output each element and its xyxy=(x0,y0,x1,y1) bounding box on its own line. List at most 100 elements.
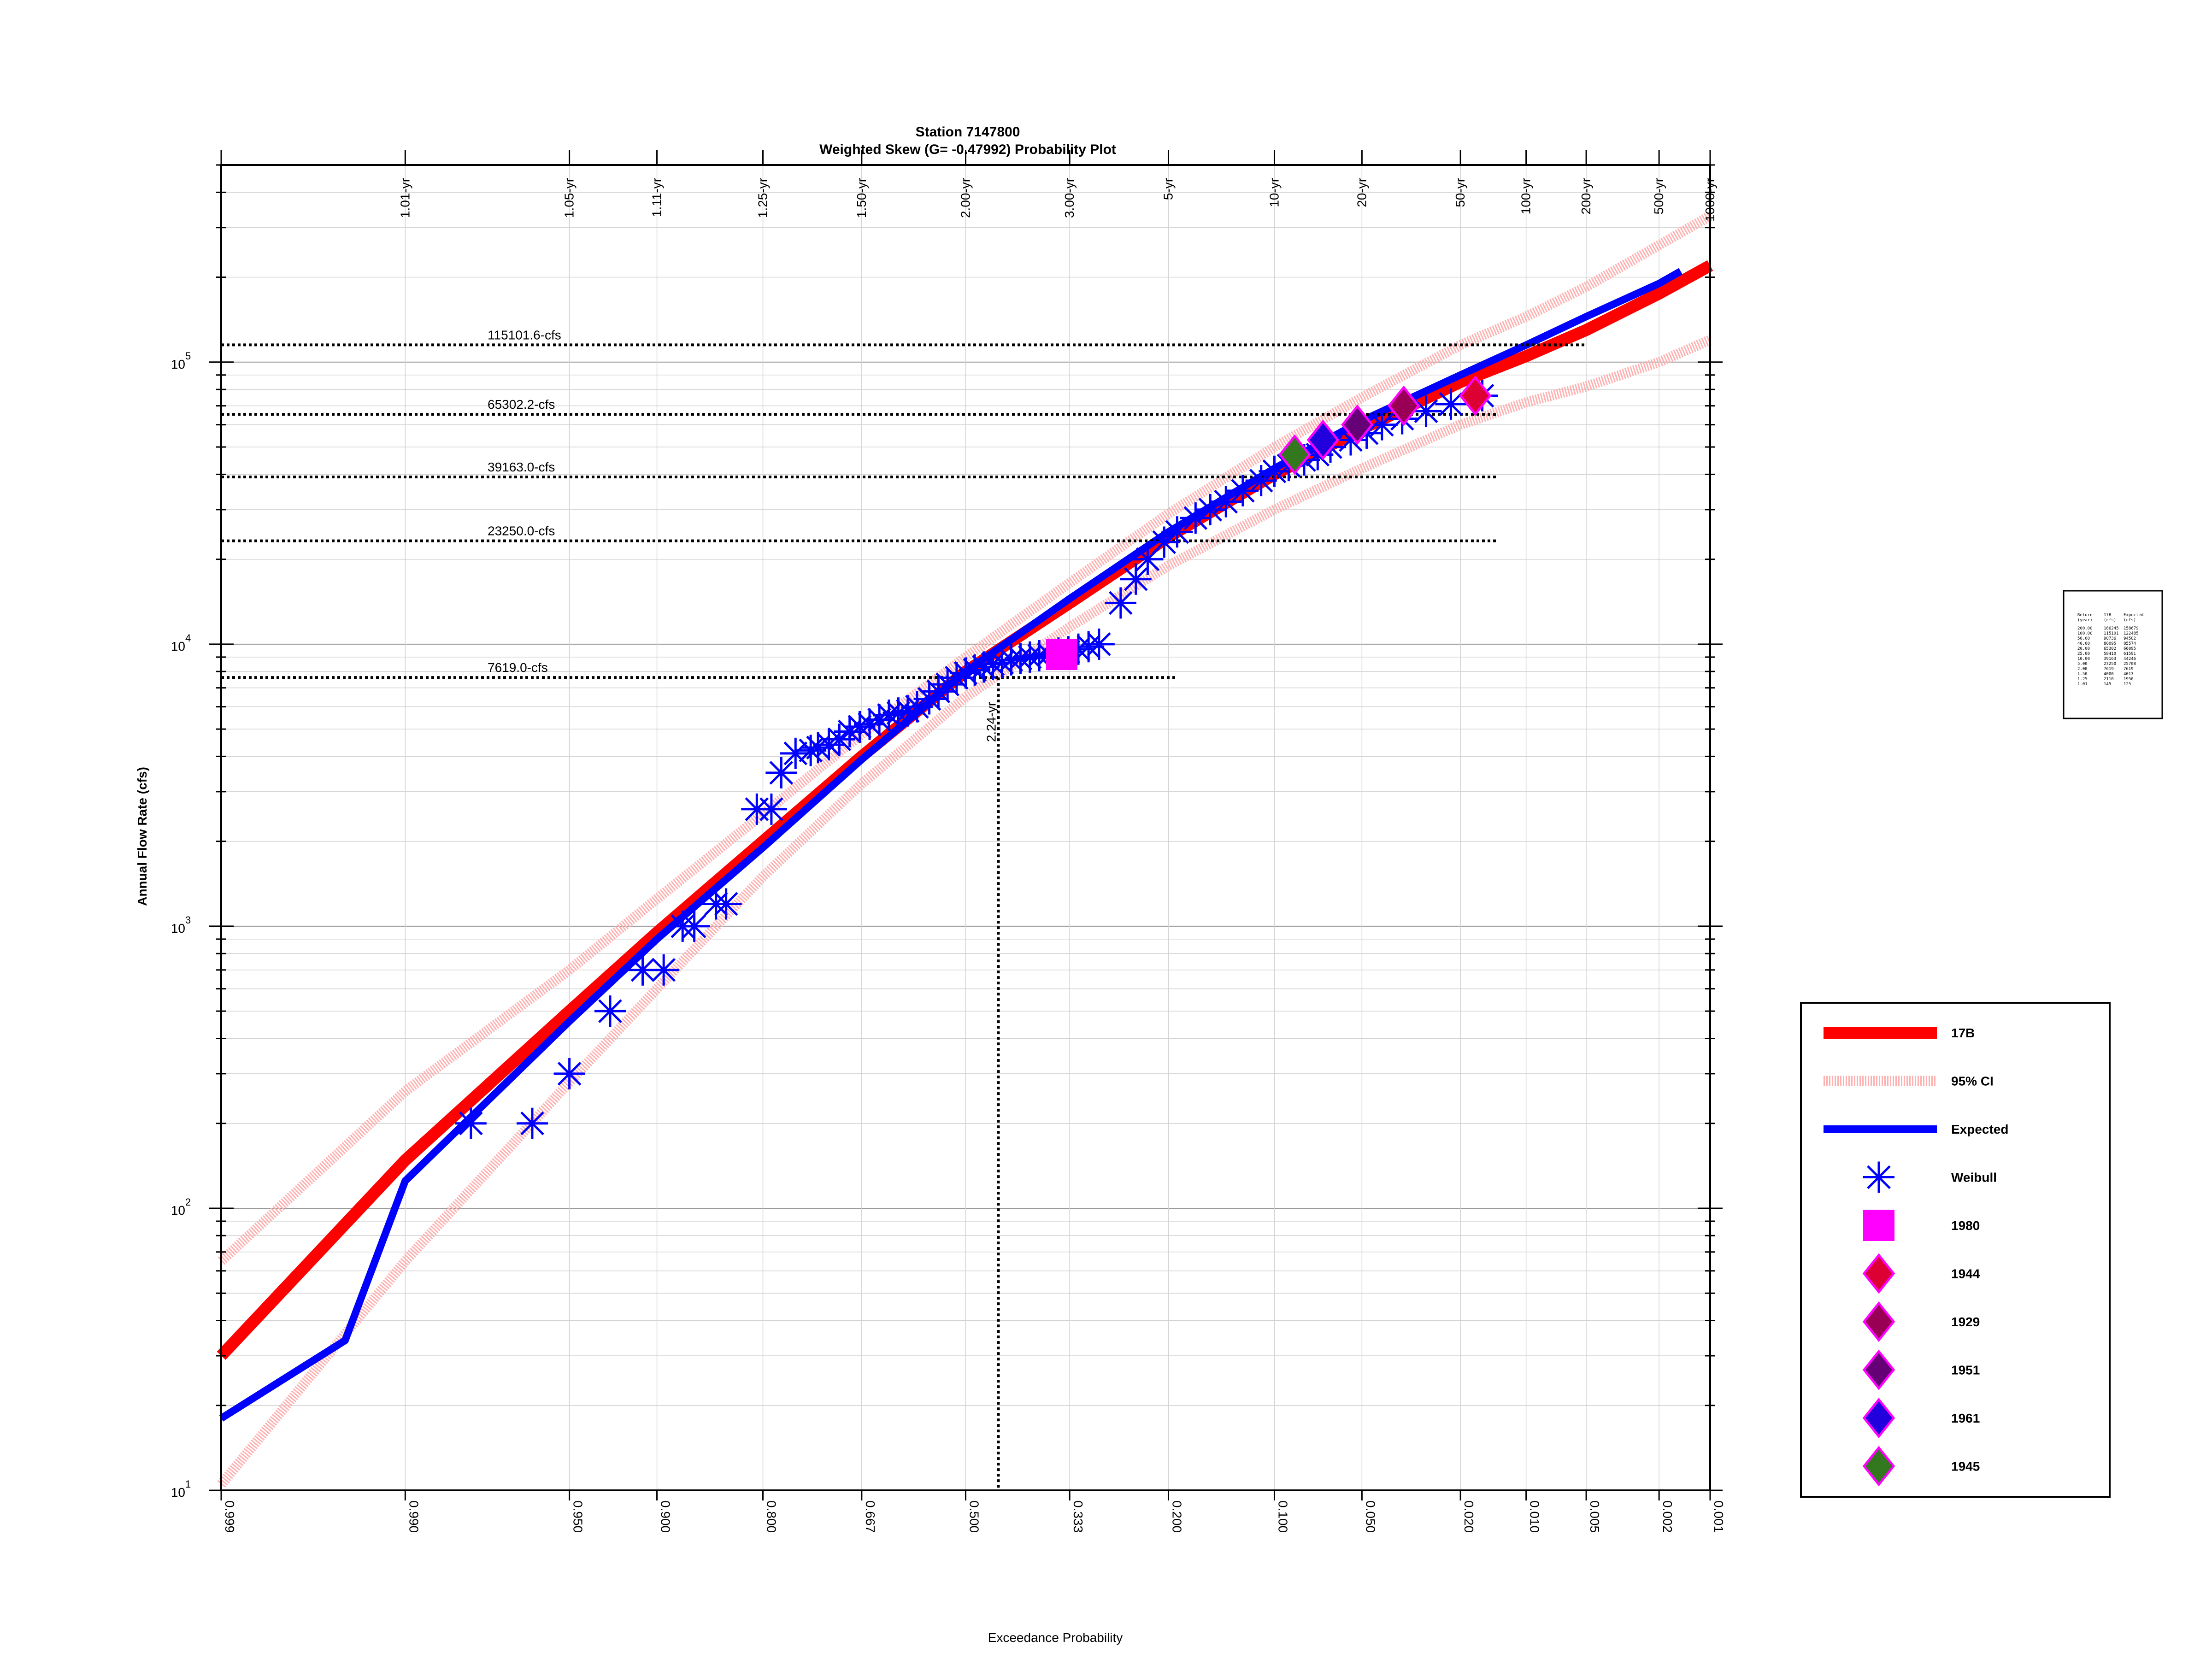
legend-swatch xyxy=(1862,1253,1895,1294)
legend-label: Weibull xyxy=(1951,1171,1997,1185)
series-line-expected xyxy=(219,268,1683,1422)
return-period-label: 5-yr xyxy=(1161,178,1175,200)
summary-cell: 158679 xyxy=(2124,626,2139,631)
summary-table-box xyxy=(2063,590,2163,719)
return-period-label: 1.05-yr xyxy=(562,178,577,218)
data-point-weibull xyxy=(1210,486,1242,518)
x-tick-label: 0.002 xyxy=(1660,1500,1675,1533)
asterisk-stroke xyxy=(1414,399,1438,424)
data-point-weibull xyxy=(892,695,924,727)
asterisk-stroke xyxy=(1087,632,1111,656)
data-point-1944 xyxy=(1459,375,1492,416)
return-period-label: 100-yr xyxy=(1519,178,1533,214)
legend-swatch xyxy=(1863,1210,1894,1241)
summary-cell: 7619 xyxy=(2104,667,2114,671)
summary-cell: 66095 xyxy=(2124,647,2136,651)
summary-cell: 90736 xyxy=(2104,636,2116,641)
data-point-weibull xyxy=(1194,494,1226,525)
summary-cell: 4000 xyxy=(2104,672,2114,677)
data-point-weibull xyxy=(780,737,812,769)
summary-cell: 50.00 xyxy=(2077,636,2090,641)
summary-cell: 1.25 xyxy=(2077,677,2088,682)
marker-layer xyxy=(455,375,1498,1139)
data-point-1980 xyxy=(1046,639,1078,671)
summary-unit: (cfs) xyxy=(2124,618,2136,623)
y-tick-label: 10 xyxy=(171,639,185,653)
return-period-label: 50-yr xyxy=(1453,178,1467,207)
legend-label: 17B xyxy=(1951,1026,1975,1040)
summary-cell: 65302 xyxy=(2104,647,2116,651)
series-line-17b xyxy=(217,260,1713,1360)
y-axis-label: Annual Flow Rate (cfs) xyxy=(135,767,149,906)
y-tick-exponent: 3 xyxy=(185,914,191,926)
asterisk-stroke xyxy=(459,1111,483,1135)
legend-label: 95% CI xyxy=(1951,1074,1994,1088)
asterisk-stroke xyxy=(1439,392,1463,416)
summary-cell: 80095 xyxy=(2104,641,2116,646)
summary-unit: (cfs) xyxy=(2104,618,2116,623)
data-point-weibull xyxy=(923,676,954,707)
asterisk-stroke xyxy=(1262,459,1287,483)
summary-cell: 5.00 xyxy=(2077,662,2088,666)
legend-label: 1951 xyxy=(1951,1363,1980,1377)
asterisk-stroke xyxy=(1124,567,1148,591)
y-tick-exponent: 5 xyxy=(185,350,191,362)
asterisk-stroke xyxy=(1152,530,1177,554)
data-point-weibull xyxy=(765,757,797,788)
x-tick-label: 0.500 xyxy=(967,1500,982,1533)
x-tick-label: 0.005 xyxy=(1588,1500,1602,1533)
asterisk-stroke xyxy=(769,761,794,785)
summary-cell: 145 xyxy=(2104,682,2111,687)
reference-line-label: 23250.0-cfs xyxy=(488,524,555,538)
return-period-label: 1.50-yr xyxy=(854,178,869,218)
asterisk-stroke xyxy=(682,914,706,938)
x-tick-label: 0.900 xyxy=(659,1500,673,1533)
summary-cell: 23250 xyxy=(2104,662,2116,666)
y-tick-label: 10 xyxy=(171,1485,185,1500)
reference-line-label: 65302.2-cfs xyxy=(488,397,555,412)
legend-swatch xyxy=(1862,1446,1895,1487)
asterisk-stroke xyxy=(520,1111,544,1135)
asterisk-stroke xyxy=(557,1062,582,1086)
asterisk-stroke xyxy=(1249,469,1273,493)
x-tick-label: 0.999 xyxy=(223,1500,237,1533)
data-point-weibull xyxy=(1227,475,1259,506)
y-tick-exponent: 4 xyxy=(185,632,191,644)
asterisk-stroke xyxy=(1165,520,1189,544)
data-point-1945 xyxy=(1278,434,1311,475)
legend-label: 1945 xyxy=(1951,1459,1980,1474)
legend-label: 1929 xyxy=(1951,1315,1980,1329)
return-period-label: 2.00-yr xyxy=(959,178,973,218)
asterisk-stroke xyxy=(714,892,738,916)
legend-label: 1980 xyxy=(1951,1218,1980,1233)
summary-cell: 94502 xyxy=(2124,636,2136,641)
ci-upper-line xyxy=(218,211,1713,1265)
x-tick-label: 0.950 xyxy=(571,1500,585,1533)
summary-cell: 100.00 xyxy=(2077,631,2093,636)
summary-cell: 1.50 xyxy=(2077,672,2088,677)
legend-swatch xyxy=(1862,1349,1895,1390)
asterisk-stroke xyxy=(1231,479,1255,503)
data-point-weibull xyxy=(455,1107,487,1139)
summary-cell: 4013 xyxy=(2124,672,2134,677)
vertical-marker-label: 2.24-yr xyxy=(984,702,998,742)
return-period-label: 1.01-yr xyxy=(398,178,412,218)
asterisk-stroke xyxy=(953,661,978,685)
return-period-label: 3.00-yr xyxy=(1062,178,1077,218)
summary-table: Return 17B Expected(year) (cfs) (cfs)200.00 1… xyxy=(2063,590,2163,719)
summary-cell: 200.00 xyxy=(2077,626,2093,631)
summary-cell: 20.00 xyxy=(2077,647,2090,651)
tick-labels: 0.999 0.990 0.950 0.900 0.800 0.667 0.500 0.333… xyxy=(171,178,1726,1533)
data-point-weibull xyxy=(553,1058,585,1089)
asterisk-stroke xyxy=(877,703,901,727)
summary-cell: 40.00 xyxy=(2077,641,2090,646)
data-point-weibull xyxy=(950,657,982,689)
legend-label: 1961 xyxy=(1951,1411,1980,1425)
summary-cell: 39163 xyxy=(2104,657,2116,661)
summary-cell: 115101 xyxy=(2104,631,2119,636)
x-axis-label: Exceedance Probability xyxy=(988,1630,1123,1645)
summary-cell: 58410 xyxy=(2104,652,2116,656)
plot-frame xyxy=(209,150,1723,1500)
data-point-weibull xyxy=(1073,631,1105,663)
